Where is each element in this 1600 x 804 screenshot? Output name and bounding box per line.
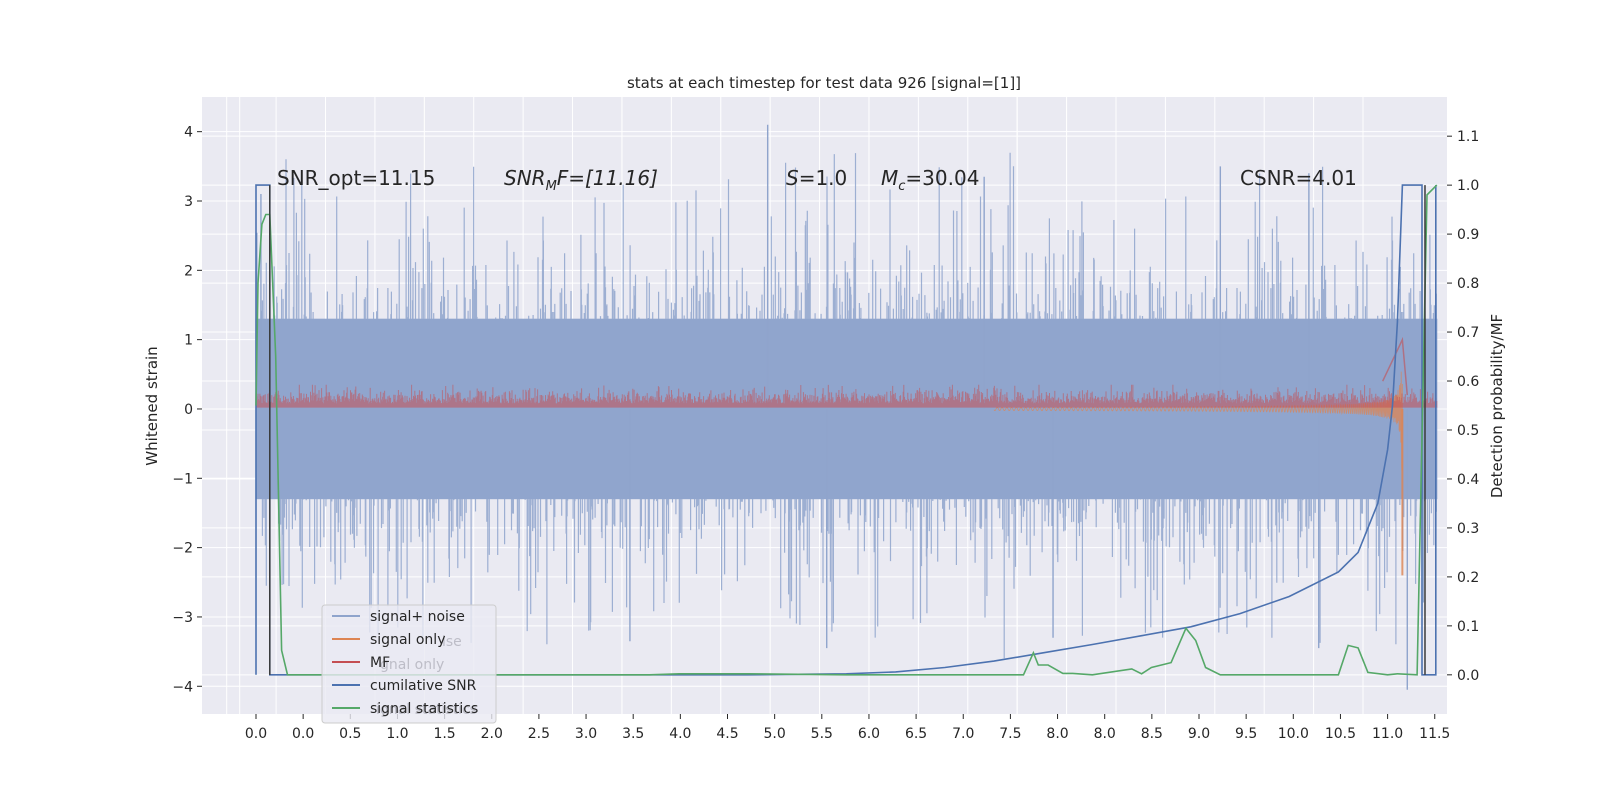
- y-tick-label: 3: [184, 194, 193, 210]
- annotation-mc: Mc=30.04: [881, 166, 979, 194]
- x-tick-label: 6.5: [905, 726, 927, 742]
- legend-label: cumilative SNR: [370, 678, 477, 694]
- x-tick-label: 0.0: [292, 726, 314, 742]
- signal-statistics-line: [255, 184, 1438, 676]
- y-axis-label: Whitened strain: [143, 346, 161, 465]
- annotation-snr-mf: SNRMF=[11.16]: [504, 166, 658, 194]
- x-tick-label: 6.0: [858, 726, 880, 742]
- legend-ghost-signal-only: gnal only: [380, 657, 444, 673]
- annotation-s: S=1.0: [786, 166, 847, 190]
- x-tick-label: 10.5: [1325, 726, 1356, 742]
- x-tick-label: 7.0: [952, 726, 974, 742]
- legend: ise gnal only ignal statistics signal+ n…: [321, 604, 497, 724]
- x-tick-label: 9.5: [1235, 726, 1257, 742]
- y2-tick-label: 0.2: [1457, 570, 1479, 586]
- legend-box: [321, 604, 497, 724]
- legend-ghost-noise: ise: [442, 634, 462, 650]
- x-tick-label: 8.0: [1046, 726, 1068, 742]
- x-tick-label: 2.0: [481, 726, 503, 742]
- legend-items: signal+ noise signal only MF cumilative SNR…: [332, 609, 478, 717]
- y-tick-label: −2: [172, 541, 193, 557]
- y-tick-label: −3: [172, 610, 193, 626]
- x-tick-label: 11.0: [1372, 726, 1403, 742]
- y2-axis-ticks: 1.1 1.0 0.9 0.8 0.7 0.6 0.5 0.4 0.3 0.2 0.1 0.0: [1447, 129, 1479, 684]
- x-tick-label: 8.5: [1141, 726, 1163, 742]
- x-tick-label: 8.0: [1094, 726, 1116, 742]
- y2-tick-label: 0.5: [1457, 423, 1479, 439]
- y2-tick-label: 1.1: [1457, 129, 1479, 145]
- y2-tick-label: 0.0: [1457, 668, 1479, 684]
- x-tick-label: 5.5: [811, 726, 833, 742]
- annotation-csnr: CSNR=4.01: [1240, 166, 1357, 190]
- legend-label: signal statistics: [370, 701, 478, 717]
- y2-tick-label: 1.0: [1457, 178, 1479, 194]
- y-tick-label: 4: [184, 125, 193, 141]
- x-tick-label: 0.0: [245, 726, 267, 742]
- legend-label: MF: [370, 655, 390, 671]
- x-tick-label: 1.0: [386, 726, 408, 742]
- legend-label: signal only: [370, 632, 445, 648]
- x-tick-label: 0.5: [339, 726, 361, 742]
- legend-label: signal+ noise: [370, 609, 465, 625]
- y2-tick-label: 0.8: [1457, 276, 1479, 292]
- x-tick-label: 1.5: [433, 726, 455, 742]
- x-tick-label: 4.0: [669, 726, 691, 742]
- annotations: SNR_opt=11.15 SNRMF=[11.16] S=1.0 Mc=30.…: [277, 166, 1357, 194]
- x-tick-label: 11.5: [1419, 726, 1450, 742]
- mf-peak: [1382, 336, 1409, 396]
- y-axis-ticks: 4 3 2 1 0 −1 −2 −3 −4: [172, 125, 202, 695]
- x-tick-label: 2.5: [528, 726, 550, 742]
- x-tick-label: 4.5: [716, 726, 738, 742]
- x-tick-label: 10.0: [1278, 726, 1309, 742]
- y-tick-label: 1: [184, 333, 193, 349]
- chart-title: stats at each timestep for test data 926…: [627, 74, 1021, 92]
- x-tick-label: 3.5: [622, 726, 644, 742]
- y-tick-label: −1: [172, 471, 193, 487]
- x-tick-label: 5.0: [764, 726, 786, 742]
- y2-axis-label: Detection probability/MF: [1488, 314, 1506, 498]
- annotation-snr-opt: SNR_opt=11.15: [277, 166, 435, 190]
- y2-tick-label: 0.7: [1457, 325, 1479, 341]
- y-tick-label: −4: [172, 679, 193, 695]
- x-tick-label: 3.0: [575, 726, 597, 742]
- y2-tick-label: 0.3: [1457, 521, 1479, 537]
- x-axis-ticks: 0.0 0.0 0.5 1.0 1.5 2.0 2.5 3.0 3.5 4.0 4.5 5.0 5.5 6…: [245, 714, 1450, 742]
- y2-tick-label: 0.6: [1457, 374, 1479, 390]
- y2-tick-label: 0.9: [1457, 227, 1479, 243]
- x-tick-label: 7.5: [999, 726, 1021, 742]
- y-tick-label: 0: [184, 402, 193, 418]
- y2-tick-label: 0.4: [1457, 472, 1479, 488]
- right-axis-series: [255, 184, 1438, 676]
- legend-ghost-statistics: ignal statistics: [376, 702, 477, 718]
- y-tick-label: 2: [184, 263, 193, 279]
- x-tick-label: 9.0: [1188, 726, 1210, 742]
- y2-tick-label: 0.1: [1457, 619, 1479, 635]
